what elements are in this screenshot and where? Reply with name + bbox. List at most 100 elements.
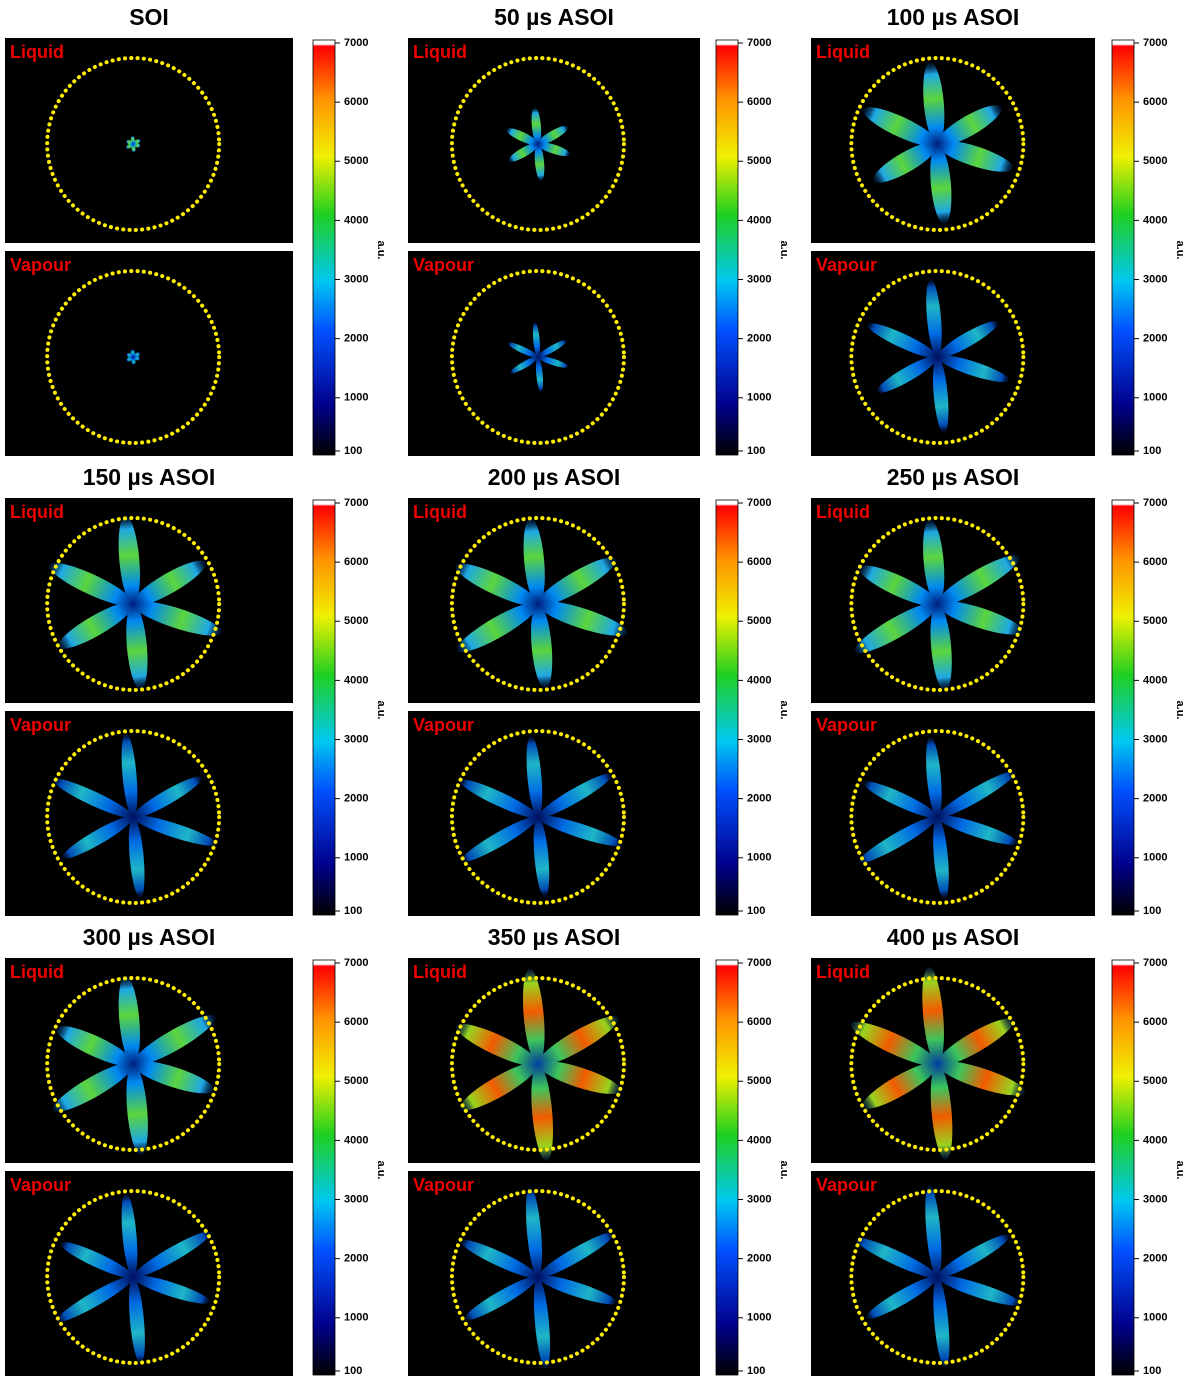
- spray-image: [5, 251, 293, 456]
- colorbar-tick-label: 2000: [747, 1253, 771, 1265]
- colorbar-tick-label: 5000: [344, 155, 368, 167]
- image-label: Liquid: [413, 42, 467, 62]
- colorbar-tick-label: 1000: [1143, 1312, 1167, 1324]
- colorbar-tick-label: 4000: [344, 1134, 368, 1146]
- colorbar-tick-label: 7000: [747, 37, 771, 49]
- colorbar: [313, 960, 335, 1375]
- colorbar: [1112, 960, 1134, 1375]
- colorbar-tick-label: 7000: [1143, 497, 1167, 509]
- colorbar-tick-label: 7000: [747, 497, 771, 509]
- colorbar-tick-label: 4000: [747, 1134, 771, 1146]
- colorbar-tick-label: 2000: [1143, 793, 1167, 805]
- image-label: Vapour: [413, 1175, 474, 1195]
- panel-title: 250 µs ASOI: [887, 464, 1020, 490]
- colorbar-tick-label: 2000: [344, 793, 368, 805]
- image-label: Vapour: [816, 255, 877, 275]
- colorbar-label: a.u.: [375, 241, 387, 260]
- colorbar-tick-label: 3000: [344, 1193, 368, 1205]
- image-label: Liquid: [10, 962, 64, 982]
- colorbar-label: a.u.: [375, 701, 387, 720]
- colorbar: [716, 500, 738, 915]
- colorbar-tick-label: 6000: [1143, 96, 1167, 108]
- spray-image: [408, 251, 700, 456]
- colorbar-tick-label: 2000: [747, 333, 771, 345]
- colorbar-tick-label: 6000: [344, 556, 368, 568]
- colorbar-tick-label: 1000: [747, 852, 771, 864]
- image-label: Vapour: [816, 715, 877, 735]
- image-label: Liquid: [413, 502, 467, 522]
- image-label: Liquid: [816, 502, 870, 522]
- spray-image: [5, 38, 293, 243]
- panel-title: 350 µs ASOI: [488, 924, 621, 950]
- colorbar-label: a.u.: [778, 701, 790, 720]
- colorbar-tick-label: 1000: [344, 852, 368, 864]
- colorbar-tick-label: 6000: [344, 96, 368, 108]
- colorbar-label: a.u.: [1174, 241, 1186, 260]
- colorbar-tick-label: 6000: [1143, 556, 1167, 568]
- colorbar-tick-label: 3000: [1143, 1193, 1167, 1205]
- image-label: Liquid: [413, 962, 467, 982]
- image-label: Liquid: [10, 502, 64, 522]
- colorbar-tick-label: 4000: [747, 674, 771, 686]
- colorbar-tick-label: 3000: [747, 733, 771, 745]
- colorbar-tick-label: 2000: [1143, 1253, 1167, 1265]
- colorbar-tick-label: 1000: [344, 392, 368, 404]
- colorbar-tick-label: 100: [747, 445, 765, 457]
- panel-title: 400 µs ASOI: [887, 924, 1020, 950]
- colorbar-tick-label: 2000: [344, 333, 368, 345]
- colorbar-tick-label: 3000: [747, 273, 771, 285]
- image-label: Vapour: [816, 1175, 877, 1195]
- colorbar-tick-label: 100: [344, 1365, 362, 1377]
- colorbar: [1112, 500, 1134, 915]
- colorbar-label: a.u.: [1174, 1161, 1186, 1180]
- colorbar-tick-label: 5000: [747, 155, 771, 167]
- colorbar-tick-label: 7000: [747, 957, 771, 969]
- colorbar-tick-label: 7000: [344, 957, 368, 969]
- colorbar-tick-label: 2000: [344, 1253, 368, 1265]
- image-label: Vapour: [413, 255, 474, 275]
- colorbar-tick-label: 3000: [1143, 733, 1167, 745]
- colorbar-tick-label: 100: [747, 905, 765, 917]
- image-label: Vapour: [413, 715, 474, 735]
- colorbar-tick-label: 6000: [747, 1016, 771, 1028]
- colorbar-tick-label: 1000: [1143, 392, 1167, 404]
- image-label: Liquid: [816, 962, 870, 982]
- colorbar: [313, 500, 335, 915]
- colorbar-tick-label: 7000: [1143, 37, 1167, 49]
- image-label: Vapour: [10, 1175, 71, 1195]
- colorbar-tick-label: 5000: [344, 1075, 368, 1087]
- colorbar-tick-label: 100: [344, 905, 362, 917]
- colorbar: [1112, 40, 1134, 455]
- colorbar-tick-label: 5000: [747, 1075, 771, 1087]
- colorbar-tick-label: 7000: [344, 37, 368, 49]
- colorbar-tick-label: 6000: [344, 1016, 368, 1028]
- colorbar-tick-label: 3000: [1143, 273, 1167, 285]
- colorbar-tick-label: 1000: [747, 392, 771, 404]
- colorbar-tick-label: 3000: [344, 733, 368, 745]
- panel-title: 50 µs ASOI: [494, 4, 614, 30]
- colorbar: [313, 40, 335, 455]
- colorbar: [716, 960, 738, 1375]
- colorbar-tick-label: 6000: [747, 96, 771, 108]
- colorbar-tick-label: 100: [1143, 445, 1161, 457]
- panel-title: 300 µs ASOI: [83, 924, 216, 950]
- colorbar-tick-label: 3000: [344, 273, 368, 285]
- panel-title: 150 µs ASOI: [83, 464, 216, 490]
- colorbar-tick-label: 100: [1143, 1365, 1161, 1377]
- colorbar-tick-label: 6000: [1143, 1016, 1167, 1028]
- colorbar-tick-label: 7000: [344, 497, 368, 509]
- panel-title: 200 µs ASOI: [488, 464, 621, 490]
- image-label: Liquid: [10, 42, 64, 62]
- colorbar-tick-label: 5000: [1143, 155, 1167, 167]
- colorbar-tick-label: 100: [344, 445, 362, 457]
- colorbar-tick-label: 2000: [1143, 333, 1167, 345]
- colorbar-label: a.u.: [375, 1161, 387, 1180]
- colorbar-tick-label: 1000: [344, 1312, 368, 1324]
- colorbar-tick-label: 3000: [747, 1193, 771, 1205]
- colorbar-tick-label: 4000: [747, 214, 771, 226]
- image-label: Vapour: [10, 255, 71, 275]
- colorbar-label: a.u.: [778, 1161, 790, 1180]
- colorbar-tick-label: 4000: [344, 674, 368, 686]
- colorbar-label: a.u.: [1174, 701, 1186, 720]
- colorbar-tick-label: 4000: [1143, 674, 1167, 686]
